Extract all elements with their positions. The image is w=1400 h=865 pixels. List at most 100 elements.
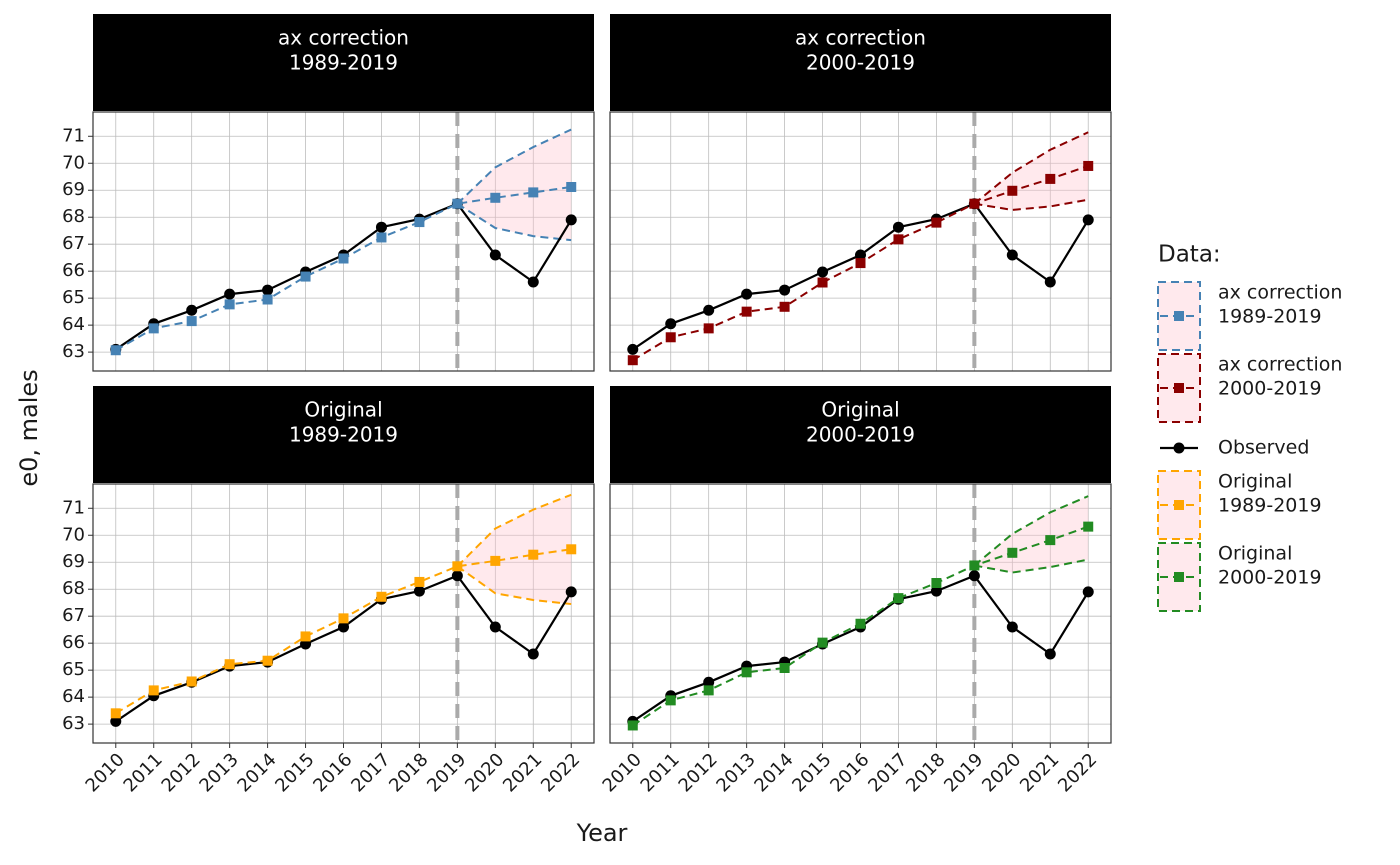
observed-point bbox=[527, 648, 539, 660]
y-tick-label: 64 bbox=[62, 686, 85, 707]
forecast-point bbox=[452, 198, 463, 209]
observed-point bbox=[1044, 648, 1056, 660]
x-tick-label: 2014 bbox=[233, 749, 280, 796]
observed-point bbox=[703, 676, 715, 688]
observed-point bbox=[262, 284, 274, 296]
x-tick-label: 2022 bbox=[1054, 749, 1101, 796]
legend-label: Original bbox=[1218, 543, 1292, 565]
observed-point bbox=[489, 621, 501, 633]
forecast-point bbox=[300, 271, 311, 282]
observed-point bbox=[527, 276, 539, 288]
observed-point bbox=[1006, 621, 1018, 633]
y-tick-label: 69 bbox=[62, 179, 85, 200]
forecast-point bbox=[414, 217, 425, 228]
x-tick-label: 2019 bbox=[423, 749, 470, 796]
forecast-point bbox=[262, 294, 273, 305]
x-tick-label: 2016 bbox=[309, 749, 356, 796]
y-tick-label: 71 bbox=[62, 497, 85, 518]
strip-subtitle: 1989-2019 bbox=[289, 51, 398, 75]
observed-point bbox=[565, 586, 577, 598]
forecast-point bbox=[186, 676, 197, 687]
legend-key-marker bbox=[1174, 572, 1184, 582]
observed-point bbox=[892, 221, 904, 233]
y-tick-label: 67 bbox=[62, 605, 85, 626]
x-tick-label: 2018 bbox=[385, 749, 432, 796]
forecast-point bbox=[665, 695, 676, 706]
forecast-point bbox=[1045, 173, 1056, 184]
band-lower bbox=[456, 565, 572, 606]
legend-label: 1989-2019 bbox=[1218, 495, 1322, 517]
x-tick-label: 2011 bbox=[120, 749, 167, 796]
forecast-point bbox=[627, 355, 638, 366]
strip-title: ax correction bbox=[795, 26, 926, 50]
forecast-point bbox=[931, 578, 942, 589]
x-tick-label: 2020 bbox=[978, 749, 1025, 796]
strip bbox=[610, 386, 1111, 483]
observed-point bbox=[1044, 276, 1056, 288]
forecast-point bbox=[528, 187, 539, 198]
legend-label: Observed bbox=[1218, 437, 1309, 459]
strip-title: Original bbox=[304, 398, 382, 422]
forecast-point bbox=[148, 685, 159, 696]
forecast-point bbox=[741, 306, 752, 317]
observed-point bbox=[665, 318, 677, 330]
observed-point bbox=[1082, 586, 1094, 598]
forecast-band bbox=[457, 129, 572, 241]
forecast-band bbox=[974, 132, 1089, 210]
y-tick-label: 65 bbox=[62, 287, 85, 308]
y-tick-label: 67 bbox=[62, 233, 85, 254]
x-tick-label: 2013 bbox=[195, 749, 242, 796]
forecast-point bbox=[893, 234, 904, 245]
observed-point bbox=[741, 288, 753, 300]
forecast-point bbox=[414, 576, 425, 587]
forecast-point bbox=[817, 277, 828, 288]
forecast-point bbox=[376, 232, 387, 243]
observed-point bbox=[1006, 249, 1018, 261]
legend-label: 2000-2019 bbox=[1218, 567, 1322, 589]
panel-border bbox=[609, 111, 1112, 372]
forecast-point bbox=[1045, 535, 1056, 546]
legend-label: 1989-2019 bbox=[1218, 306, 1322, 328]
forecast-point bbox=[703, 685, 714, 696]
y-tick-label: 71 bbox=[62, 125, 85, 146]
y-tick-label: 68 bbox=[62, 578, 85, 599]
x-tick-label: 2012 bbox=[158, 749, 205, 796]
legend-key-marker bbox=[1174, 311, 1184, 321]
forecast-point bbox=[148, 323, 159, 334]
forecast-point bbox=[779, 301, 790, 312]
y-tick-label: 69 bbox=[62, 551, 85, 572]
forecast-point bbox=[969, 560, 980, 571]
observed-point bbox=[565, 214, 577, 226]
forecast-point bbox=[627, 720, 638, 731]
x-tick-label: 2015 bbox=[271, 749, 318, 796]
forecast-point bbox=[566, 544, 577, 555]
observed-point bbox=[779, 284, 791, 296]
x-tick-label: 2010 bbox=[599, 749, 646, 796]
band-lower bbox=[974, 558, 1089, 574]
y-tick-label: 66 bbox=[62, 260, 85, 281]
y-axis-title: e0, males bbox=[15, 369, 43, 486]
y-tick-label: 66 bbox=[62, 632, 85, 653]
forecast-point bbox=[779, 662, 790, 673]
legend-label: ax correction bbox=[1218, 282, 1342, 304]
legend-label: ax correction bbox=[1218, 354, 1342, 376]
forecast-point bbox=[224, 299, 235, 310]
x-tick-label: 2019 bbox=[940, 749, 987, 796]
x-tick-label: 2012 bbox=[675, 749, 722, 796]
forecast-point bbox=[1083, 160, 1094, 171]
forecast-point bbox=[262, 655, 273, 666]
x-tick-label: 2014 bbox=[750, 749, 797, 796]
forecast-point bbox=[566, 182, 577, 193]
observed-point bbox=[703, 304, 715, 316]
forecast-point bbox=[741, 667, 752, 678]
observed-point bbox=[817, 266, 829, 278]
forecast-point bbox=[703, 323, 714, 334]
forecast-point bbox=[452, 561, 463, 572]
strip-title: ax correction bbox=[278, 26, 409, 50]
legend-label: 2000-2019 bbox=[1218, 378, 1322, 400]
panel-border bbox=[92, 111, 595, 372]
observed-point bbox=[413, 585, 425, 597]
band-upper bbox=[973, 495, 1089, 567]
x-axis-title: Year bbox=[576, 819, 628, 847]
